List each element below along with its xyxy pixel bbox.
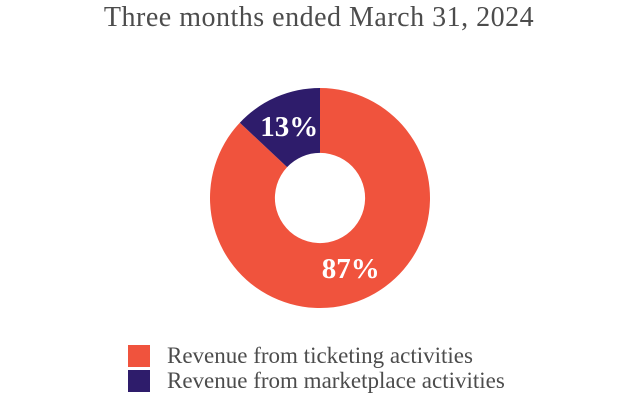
slice-value-label: 87% [322,253,380,285]
legend-label-ticketing: Revenue from ticketing activities [167,343,473,368]
donut-slice [239,88,320,168]
legend: Revenue from ticketing activities Revenu… [128,343,505,393]
legend-label-marketplace: Revenue from marketplace activities [167,368,505,393]
legend-swatch-ticketing [128,345,150,367]
legend-swatch-marketplace [128,370,150,392]
donut-slice [209,88,430,308]
legend-item-ticketing: Revenue from ticketing activities [128,343,505,368]
donut-chart: 87% 13% [209,88,430,308]
chart-title: Three months ended March 31, 2024 [103,2,535,33]
legend-item-marketplace: Revenue from marketplace activities [128,368,505,393]
slice-value-label: 13% [260,111,318,143]
